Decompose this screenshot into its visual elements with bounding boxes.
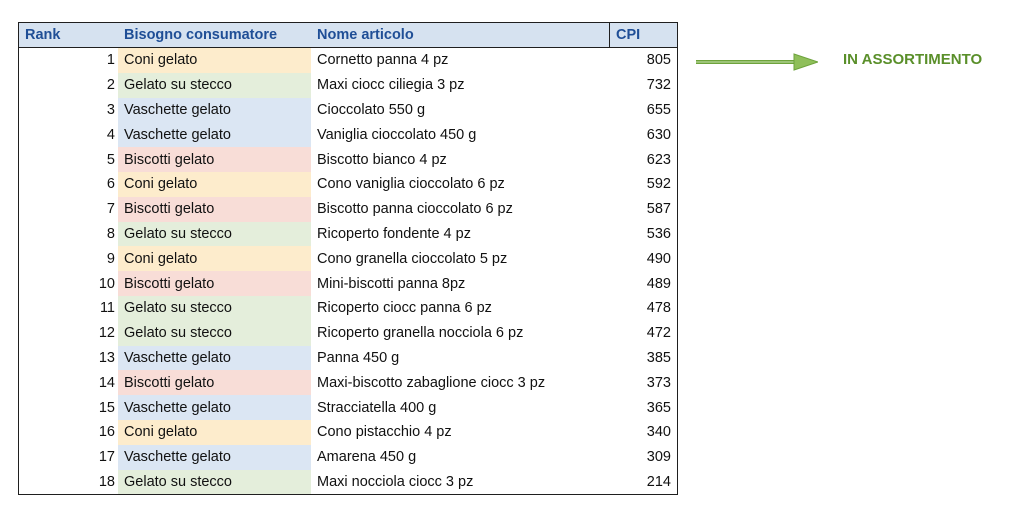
consumer-need-cell: Biscotti gelato [118,370,311,396]
consumer-need-cell: Vaschette gelato [118,97,311,123]
item-name-cell: Cono granella cioccolato 5 pz [317,250,508,267]
table-row: 18 Gelato su stecco Maxi nocciola ciocc 3 … [19,469,678,495]
cpi-cell: 630 [646,126,671,143]
table-row: 12 Gelato su stecco Ricoperto granella noc… [19,320,678,346]
rank-cell: 14 [98,374,115,391]
table-row: 1 Coni gelato Cornetto panna 4 pz 805 [19,47,678,73]
rank-cell: 12 [98,325,115,342]
cpi-cell: 385 [646,349,671,366]
consumer-need-cell: Coni gelato [118,47,311,73]
item-name-cell: Ricoperto granella nocciola 6 pz [317,325,524,342]
cpi-cell: 592 [646,176,671,193]
consumer-need-cell: Vaschette gelato [118,122,311,148]
item-name-cell: Ricoperto fondente 4 pz [317,225,471,242]
consumer-need-cell: Vaschette gelato [118,395,311,420]
consumer-need-cell: Gelato su stecco [118,72,311,98]
item-name-cell: Cono pistacchio 4 pz [317,424,452,441]
cpi-cell: 214 [646,473,671,490]
header-cpi: CPI [609,22,678,48]
cpi-cell: 655 [646,101,671,118]
consumer-need-cell: Biscotti gelato [118,196,311,222]
item-name-cell: Maxi ciocc ciliegia 3 pz [317,77,465,94]
item-name-cell: Cono vaniglia cioccolato 6 pz [317,176,505,193]
table-row: 8 Gelato su stecco Ricoperto fondente 4 pz… [19,221,678,247]
item-name-cell: Cornetto panna 4 pz [317,52,449,69]
table-row: 7 Biscotti gelato Biscotto panna cioccolat… [19,196,678,222]
rank-cell: 18 [98,473,115,490]
cpi-cell: 309 [646,449,671,466]
table-row: 14 Biscotti gelato Maxi-biscotto zabaglion… [19,370,678,396]
consumer-need-cell: Biscotti gelato [118,271,311,296]
table-header-row: Rank Bisogno consumatore Nome articolo C… [18,22,678,48]
cpi-cell: 340 [646,424,671,441]
table-row: 5 Biscotti gelato Biscotto bianco 4 pz 623 [19,147,678,172]
rank-cell: 5 [106,151,115,168]
table-row: 3 Vaschette gelato Cioccolato 550 g 655 [19,97,678,123]
rank-cell: 4 [106,126,115,143]
cpi-cell: 478 [646,300,671,317]
table-row: 11 Gelato su stecco Ricoperto ciocc panna … [19,295,678,321]
cpi-cell: 536 [646,225,671,242]
consumer-need-cell: Gelato su stecco [118,320,311,346]
item-name-cell: Panna 450 g [317,349,400,366]
rank-cell: 11 [99,300,115,317]
rank-cell: 9 [106,250,115,267]
consumer-need-cell: Gelato su stecco [118,469,311,495]
cpi-cell: 732 [646,77,671,94]
consumer-need-cell: Gelato su stecco [118,221,311,247]
item-name-cell: Maxi nocciola ciocc 3 pz [317,473,474,490]
cpi-cell: 805 [646,52,671,69]
header-rank: Rank [18,22,118,48]
table-row: 6 Coni gelato Cono vaniglia cioccolato 6 p… [19,171,678,197]
consumer-need-cell: Vaschette gelato [118,444,311,470]
consumer-need-cell: Vaschette gelato [118,345,311,371]
rank-cell: 16 [98,424,115,441]
rank-cell: 1 [106,52,115,69]
table-row: 15 Vaschette gelato Stracciatella 400 g 365 [19,395,678,420]
consumer-need-cell: Coni gelato [118,246,311,272]
rank-cell: 15 [98,399,115,416]
arrow-right-icon [696,53,818,71]
consumer-need-cell: Biscotti gelato [118,147,311,172]
consumer-need-cell: Coni gelato [118,171,311,197]
rank-cell: 8 [106,225,115,242]
table-row: 16 Coni gelato Cono pistacchio 4 pz 340 [19,419,678,445]
rank-cell: 3 [106,101,115,118]
assortment-label: IN ASSORTIMENTO [843,51,983,68]
table-body: 1 Coni gelato Cornetto panna 4 pz 805 2 Gelat… [19,47,678,495]
item-name-cell: Cioccolato 550 g [317,101,426,118]
ranking-table: Rank Bisogno consumatore Nome articolo C… [18,22,678,496]
cpi-cell: 623 [646,151,671,168]
cpi-cell: 489 [646,275,671,292]
consumer-need-cell: Gelato su stecco [118,295,311,321]
table-row: 9 Coni gelato Cono granella cioccolato 5 p… [19,246,678,272]
rank-cell: 7 [106,201,115,218]
item-name-cell: Mini-biscotti panna 8pz [317,275,466,292]
header-item-name: Nome articolo [311,22,610,48]
item-name-cell: Amarena 450 g [317,449,417,466]
table-row: 10 Biscotti gelato Mini-biscotti panna 8pz… [19,271,678,296]
cpi-cell: 490 [646,250,671,267]
cpi-cell: 365 [646,399,671,416]
rank-cell: 13 [98,349,115,366]
table-row: 17 Vaschette gelato Amarena 450 g 309 [19,444,678,470]
cpi-cell: 373 [646,374,671,391]
rank-cell: 10 [98,275,115,292]
cpi-cell: 472 [646,325,671,342]
item-name-cell: Maxi-biscotto zabaglione ciocc 3 pz [317,374,546,391]
item-name-cell: Stracciatella 400 g [317,399,437,416]
item-name-cell: Vaniglia cioccolato 450 g [317,126,477,143]
cpi-cell: 587 [646,201,671,218]
consumer-need-cell: Coni gelato [118,419,311,445]
item-name-cell: Biscotto bianco 4 pz [317,151,447,168]
header-consumer-need: Bisogno consumatore [118,22,311,48]
rank-cell: 6 [106,176,115,193]
item-name-cell: Biscotto panna cioccolato 6 pz [317,201,513,218]
item-name-cell: Ricoperto ciocc panna 6 pz [317,300,492,317]
table-row: 13 Vaschette gelato Panna 450 g 385 [19,345,678,371]
rank-cell: 2 [106,77,115,94]
table-row: 2 Gelato su stecco Maxi ciocc ciliegia 3 p… [19,72,678,98]
rank-cell: 17 [98,449,115,466]
table-row: 4 Vaschette gelato Vaniglia cioccolato 450… [19,122,678,148]
